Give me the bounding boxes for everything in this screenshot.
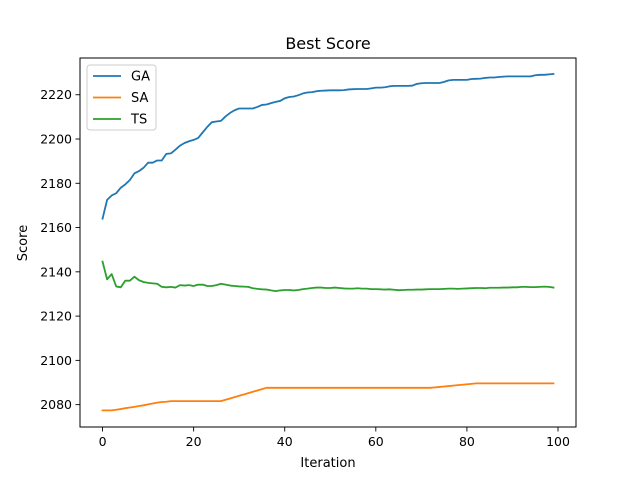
y-tick-label: 2220 xyxy=(40,87,72,102)
y-tick-label: 2180 xyxy=(40,176,72,191)
x-tick-label: 40 xyxy=(277,434,293,449)
legend-label-ga: GA xyxy=(131,70,150,85)
y-tick-label: 2100 xyxy=(40,353,72,368)
legend-label-ts: TS xyxy=(130,113,147,128)
x-tick-label: 0 xyxy=(99,434,107,449)
y-tick-label: 2080 xyxy=(40,397,72,412)
legend-box xyxy=(86,64,157,131)
legend-items: GA SA TS xyxy=(93,70,150,128)
series-line-ga xyxy=(101,72,555,220)
y-tick-label: 2120 xyxy=(40,309,72,324)
x-tick-label: 60 xyxy=(368,434,384,449)
plot-lines xyxy=(101,72,555,412)
x-tick-label: 100 xyxy=(546,434,570,449)
series-line-ts xyxy=(101,260,555,292)
y-axis-label: Score xyxy=(16,225,31,261)
series-line-sa xyxy=(101,382,555,412)
x-tick-label: 20 xyxy=(186,434,202,449)
y-tick-label: 2140 xyxy=(40,264,72,279)
chart-title: Best Score xyxy=(285,34,370,53)
legend-label-sa: SA xyxy=(131,91,148,106)
x-tick-label: 80 xyxy=(459,434,475,449)
y-tick-label: 2200 xyxy=(40,132,72,147)
y-tick-label: 2160 xyxy=(40,220,72,235)
legend: GA SA TS xyxy=(86,64,157,131)
x-axis-label: Iteration xyxy=(300,456,355,471)
x-axis-ticks: 0 20 40 60 80 100 xyxy=(99,427,570,449)
y-axis-ticks: 2080 2100 2120 2140 2160 2180 2200 2220 xyxy=(40,87,80,412)
axes-frame xyxy=(79,57,577,428)
